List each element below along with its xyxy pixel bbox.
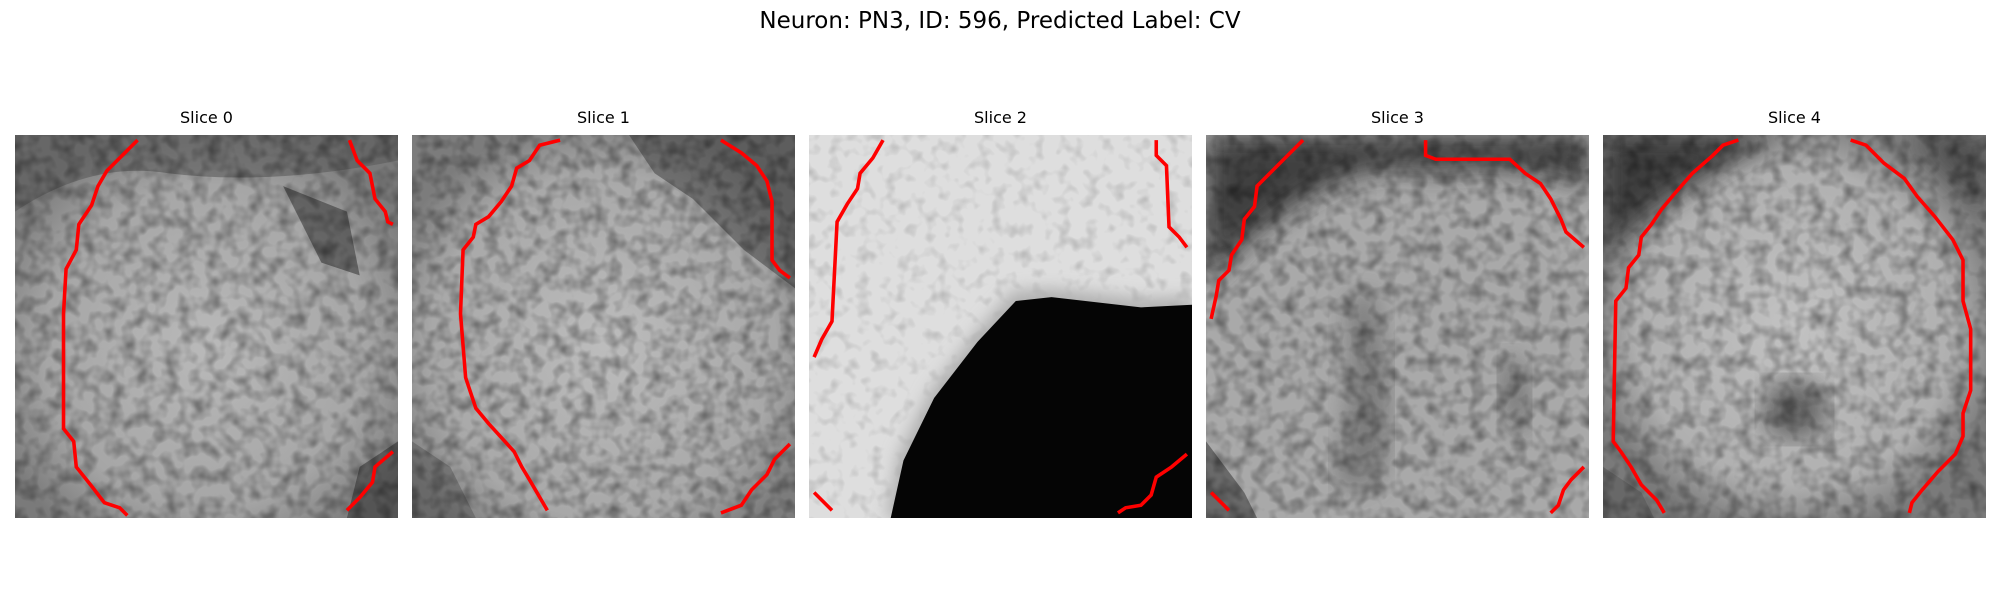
slice-image-4 [1603, 135, 1986, 518]
slice-title-1: Slice 1 [577, 108, 630, 127]
slice-title-4: Slice 4 [1768, 108, 1821, 127]
figure-title: Neuron: PN3, ID: 596, Predicted Label: C… [759, 8, 1241, 34]
segmentation-contour [812, 139, 1189, 515]
slice-image-2 [809, 135, 1192, 518]
slice-title-0: Slice 0 [180, 108, 233, 127]
segmentation-contour [1611, 138, 1973, 514]
slice-image-3 [1206, 135, 1589, 518]
slice-title-3: Slice 3 [1371, 108, 1424, 127]
slice-image-0 [15, 135, 398, 518]
slice-title-2: Slice 2 [974, 108, 1027, 127]
segmentation-contour [1209, 138, 1586, 515]
segmentation-contour [458, 138, 792, 515]
segmentation-contour [61, 138, 395, 517]
slice-image-1 [412, 135, 795, 518]
